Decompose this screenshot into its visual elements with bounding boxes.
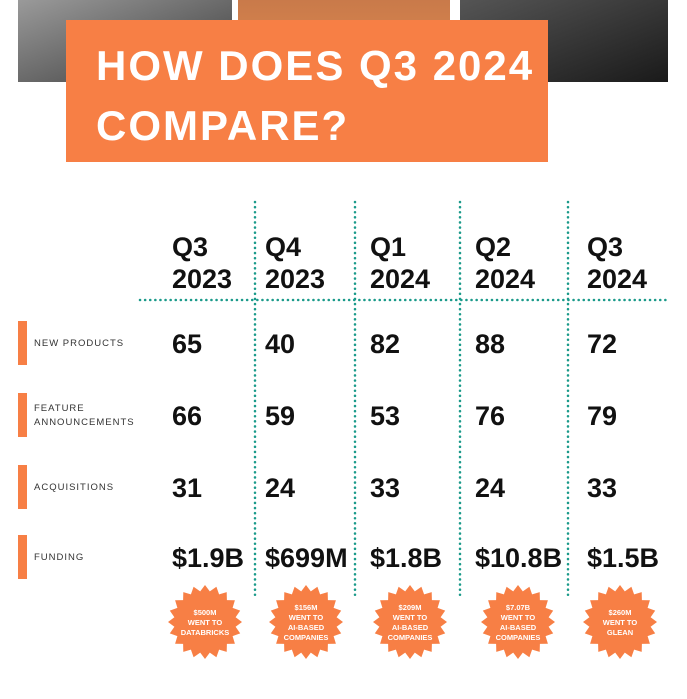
column-header: 2024 [370, 264, 430, 294]
column-header: 2023 [172, 264, 232, 294]
cell: 66 [172, 401, 202, 431]
badge-text: $260M [609, 608, 632, 617]
badge-text: COMPANIES [388, 633, 433, 642]
cell: 88 [475, 329, 505, 359]
cell: 24 [265, 473, 295, 503]
row-marker [18, 393, 27, 437]
badge [373, 585, 447, 659]
row-marker [18, 321, 27, 365]
column-header: Q3 [172, 232, 208, 262]
column-header: 2024 [475, 264, 535, 294]
badge-text: $500M [194, 608, 217, 617]
row-label: ACQUISITIONS [34, 482, 114, 493]
cell: 40 [265, 329, 295, 359]
badge [481, 585, 555, 659]
row-marker [18, 465, 27, 509]
badge-text: $156M [295, 603, 318, 612]
badge-text: AI-BASED [288, 623, 325, 632]
badge-text: WENT TO [188, 618, 223, 627]
title: COMPARE? [96, 102, 349, 149]
badge-text: DATABRICKS [181, 628, 229, 637]
badge-text: AI-BASED [500, 623, 537, 632]
badge-text: COMPANIES [284, 633, 329, 642]
badge [168, 585, 242, 659]
title-box [66, 20, 548, 162]
badge [583, 585, 657, 659]
cell: $699M [265, 543, 348, 573]
column-header: Q3 [587, 232, 623, 262]
row-label: NEW PRODUCTS [34, 338, 124, 349]
cell: 76 [475, 401, 505, 431]
cell: 24 [475, 473, 505, 503]
badge-text: GLEAN [607, 628, 633, 637]
cell: 65 [172, 329, 202, 359]
badge-text: COMPANIES [496, 633, 541, 642]
badge-text: AI-BASED [392, 623, 429, 632]
cell: $1.5B [587, 543, 659, 573]
badge-text: WENT TO [393, 613, 428, 622]
badge [269, 585, 343, 659]
cell: $1.8B [370, 543, 442, 573]
cell: 31 [172, 473, 202, 503]
cell: 33 [587, 473, 617, 503]
cell: 53 [370, 401, 400, 431]
cell: 79 [587, 401, 617, 431]
cell: 33 [370, 473, 400, 503]
title: HOW DOES Q3 2024 [96, 42, 534, 89]
cell: $1.9B [172, 543, 244, 573]
row-label: FUNDING [34, 552, 84, 563]
row-label: FEATURE [34, 403, 85, 414]
column-header: Q1 [370, 232, 406, 262]
column-header: Q2 [475, 232, 511, 262]
badge-text: $7.07B [506, 603, 531, 612]
row-marker [18, 535, 27, 579]
badge-text: WENT TO [289, 613, 324, 622]
column-header: Q4 [265, 232, 301, 262]
cell: $10.8B [475, 543, 562, 573]
cell: 59 [265, 401, 295, 431]
badge-text: WENT TO [501, 613, 536, 622]
column-header: 2024 [587, 264, 647, 294]
cell: 82 [370, 329, 400, 359]
dividers [138, 200, 670, 600]
badge-text: WENT TO [603, 618, 638, 627]
column-header: 2023 [265, 264, 325, 294]
cell: 72 [587, 329, 617, 359]
badge-text: $209M [399, 603, 422, 612]
row-label: ANNOUNCEMENTS [34, 417, 135, 428]
